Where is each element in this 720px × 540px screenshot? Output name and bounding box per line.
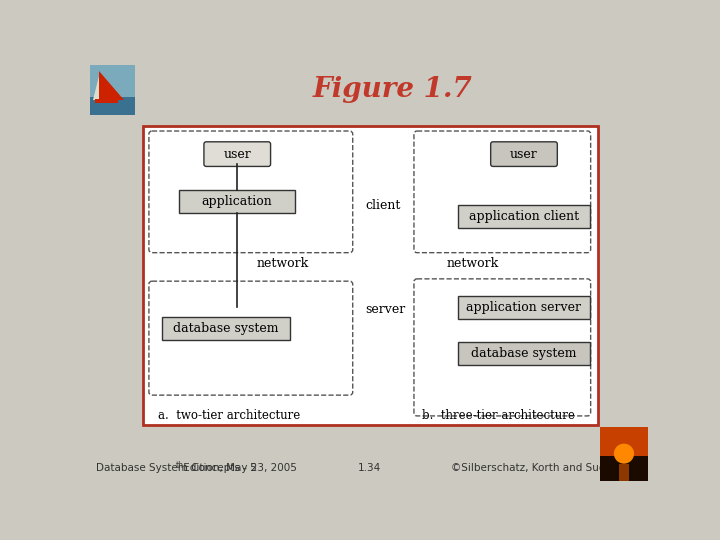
Bar <box>90 65 135 115</box>
Bar <box>600 456 648 481</box>
FancyBboxPatch shape <box>143 126 598 425</box>
Bar <box>458 342 590 365</box>
Circle shape <box>614 444 634 464</box>
Text: 1.34: 1.34 <box>357 463 381 473</box>
Text: database system: database system <box>472 347 577 360</box>
Bar <box>619 464 629 481</box>
Bar <box>90 97 135 115</box>
Text: th: th <box>176 461 184 470</box>
Text: application server: application server <box>467 301 582 314</box>
Text: application: application <box>202 195 273 208</box>
Text: b.  three-tier architecture: b. three-tier architecture <box>422 409 575 422</box>
Text: ©Silberschatz, Korth and Sudarshan: ©Silberschatz, Korth and Sudarshan <box>451 463 642 473</box>
Text: network: network <box>446 257 499 270</box>
Bar <box>600 427 648 481</box>
Text: client: client <box>365 199 400 212</box>
Text: network: network <box>256 257 309 270</box>
FancyBboxPatch shape <box>490 142 557 166</box>
Text: user: user <box>223 147 251 160</box>
Text: database system: database system <box>174 322 279 335</box>
Text: user: user <box>510 147 538 160</box>
Bar <box>458 205 590 228</box>
Text: server: server <box>365 303 405 316</box>
Polygon shape <box>99 71 124 100</box>
Text: application client: application client <box>469 210 579 223</box>
Bar <box>179 190 295 213</box>
Text: Figure 1.7: Figure 1.7 <box>312 76 472 103</box>
Bar <box>94 99 118 103</box>
FancyBboxPatch shape <box>204 142 271 166</box>
Bar <box>458 296 590 319</box>
Bar <box>162 318 290 340</box>
Text: Edition, May 23, 2005: Edition, May 23, 2005 <box>180 463 297 473</box>
Polygon shape <box>93 76 99 100</box>
Text: Database System Concepts - 5: Database System Concepts - 5 <box>96 463 257 473</box>
Text: a.  two-tier architecture: a. two-tier architecture <box>158 409 300 422</box>
